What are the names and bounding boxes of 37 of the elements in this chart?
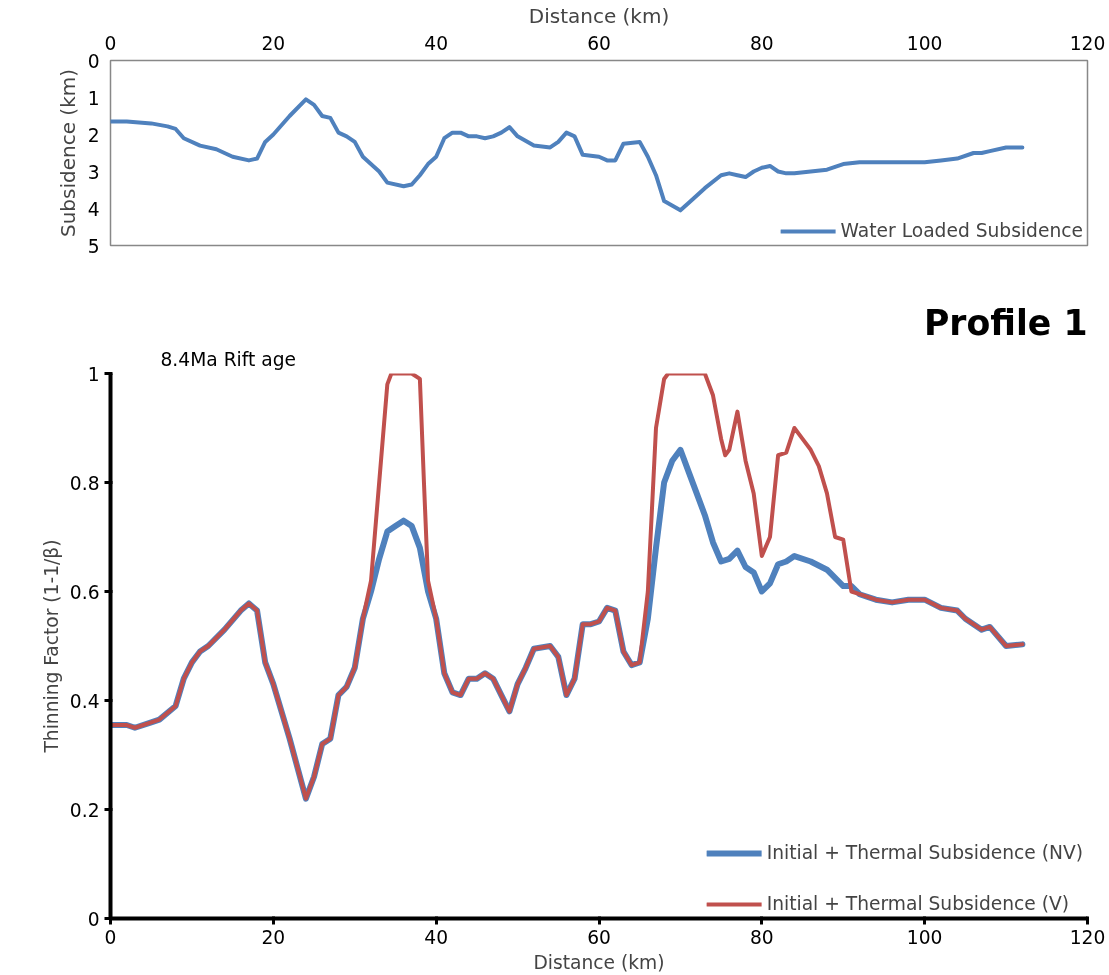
y-tick-label: 1 bbox=[87, 363, 100, 385]
x-tick-label: 120 bbox=[1069, 926, 1106, 948]
x-tick-label: 60 bbox=[587, 32, 611, 54]
x-tick-label: 20 bbox=[261, 32, 286, 54]
x-tick-label: 40 bbox=[424, 926, 449, 948]
legend-label: Initial + Thermal Subsidence (V) bbox=[766, 893, 1070, 914]
x-tick-label: 100 bbox=[906, 32, 943, 54]
y-tick-label: 0.8 bbox=[69, 472, 100, 494]
legend-label: Water Loaded Subsidence bbox=[840, 220, 1083, 241]
x-tick-label: 100 bbox=[906, 926, 943, 948]
text: 8.4Ma Rift age bbox=[160, 348, 297, 370]
x-tick-label: 0 bbox=[104, 926, 117, 948]
line-series bbox=[110, 97, 1025, 213]
x-tick-label: 80 bbox=[749, 926, 774, 948]
line-series bbox=[110, 373, 1025, 801]
x-tick-label: 40 bbox=[424, 32, 449, 54]
y-tick-label: 4 bbox=[87, 198, 100, 220]
y-tick-label: 0.6 bbox=[69, 581, 100, 603]
legend-label: Initial + Thermal Subsidence (NV) bbox=[766, 842, 1083, 863]
x-tick-label: 120 bbox=[1069, 32, 1106, 54]
y-tick-label: 1 bbox=[87, 87, 100, 109]
x-tick-label: 0 bbox=[104, 32, 117, 54]
y-tick-label: 0.4 bbox=[69, 690, 100, 712]
y-axis-title: Subsidence (km) bbox=[55, 68, 80, 238]
y-tick-label: 3 bbox=[87, 161, 100, 183]
y-tick-label: 0.2 bbox=[69, 799, 100, 821]
text: Profile 1 bbox=[923, 302, 1088, 343]
x-axis-title: Distance (km) bbox=[528, 3, 670, 28]
x-axis-title: Distance (km) bbox=[533, 951, 665, 973]
x-tick-label: 20 bbox=[261, 926, 286, 948]
y-tick-label: 2 bbox=[87, 124, 100, 146]
y-tick-label: 0 bbox=[87, 908, 100, 930]
x-tick-label: 80 bbox=[749, 32, 774, 54]
y-tick-label: 5 bbox=[87, 235, 100, 257]
x-tick-label: 60 bbox=[587, 926, 611, 948]
y-tick-label: 0 bbox=[87, 50, 100, 72]
y-axis-title: Thinning Factor (1-1/β) bbox=[40, 539, 62, 754]
